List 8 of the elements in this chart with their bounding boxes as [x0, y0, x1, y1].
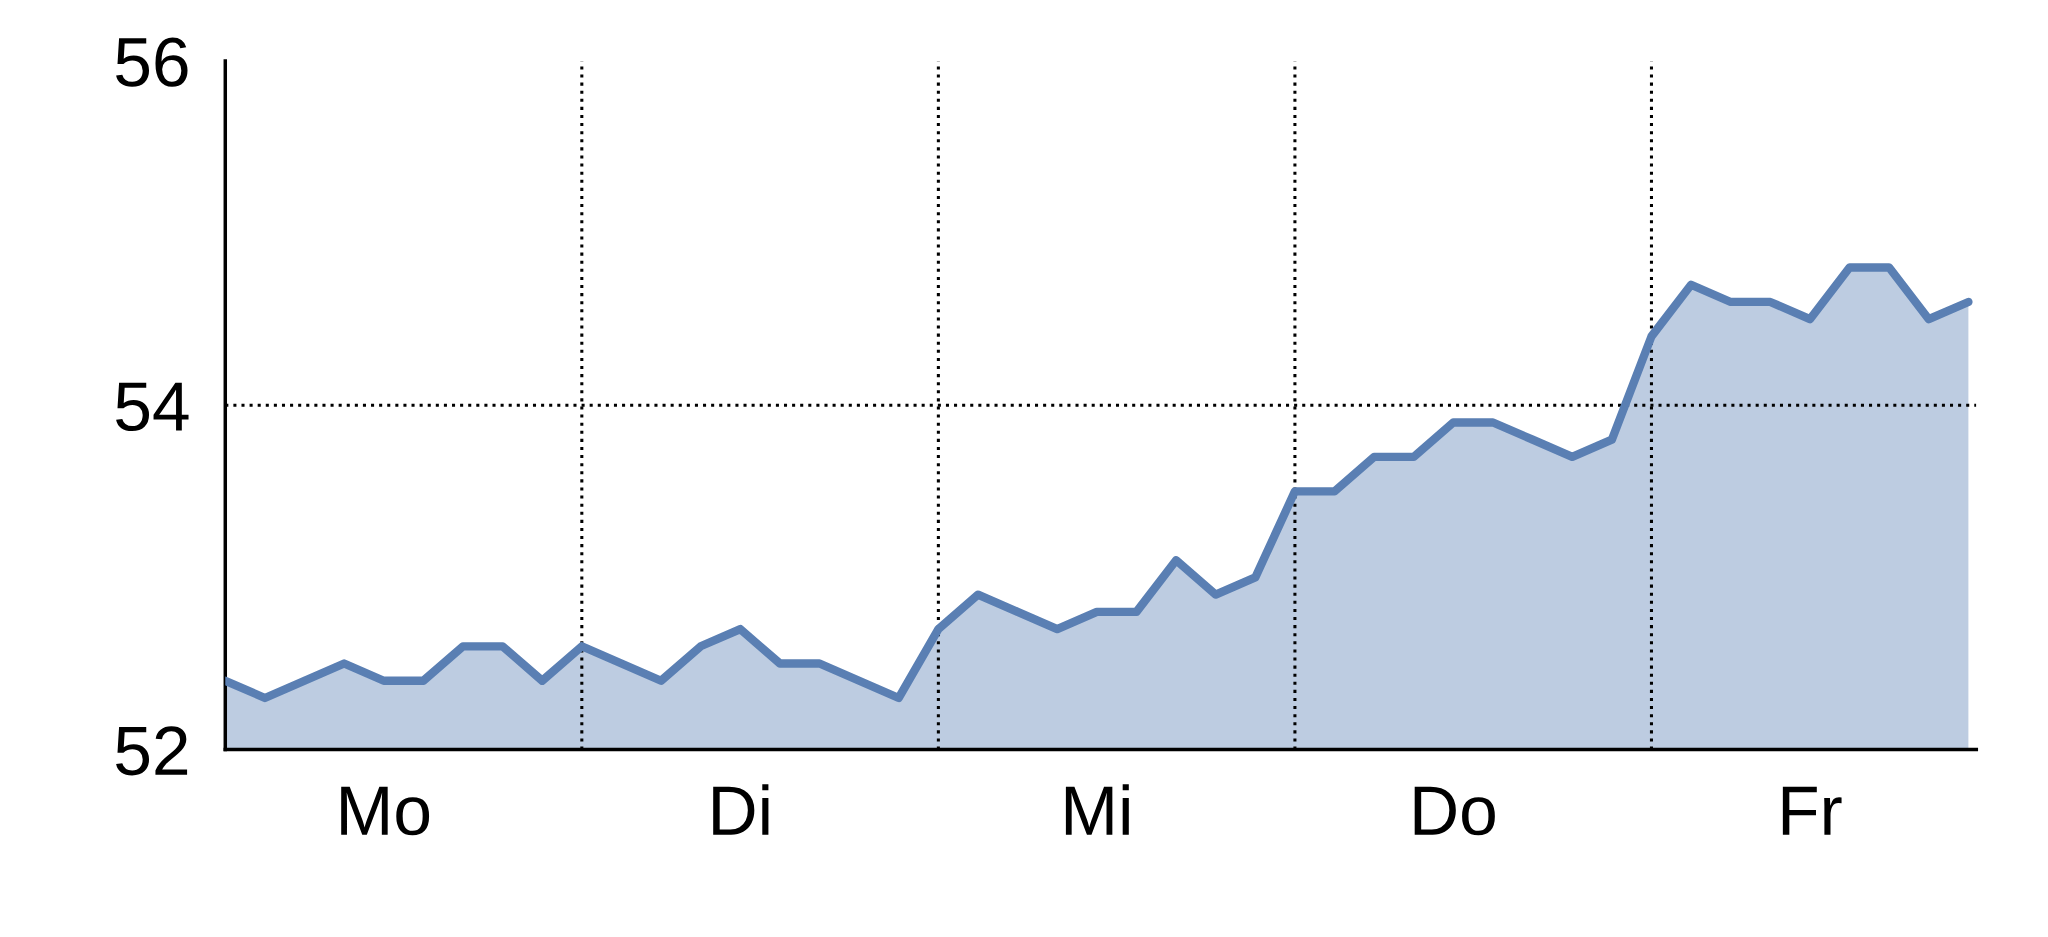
x-tick-label: Fr [1782, 786, 1842, 835]
y-tick-label: 52 [116, 726, 188, 776]
y-tick-label: 56 [116, 37, 188, 87]
x-tick-label: Di [713, 784, 769, 835]
x-tick-label: Mo [341, 786, 430, 836]
y-tick-label: 54 [116, 382, 189, 432]
x-tick-label: Mi [1065, 784, 1129, 835]
x-tick-label: Do [1414, 786, 1495, 836]
